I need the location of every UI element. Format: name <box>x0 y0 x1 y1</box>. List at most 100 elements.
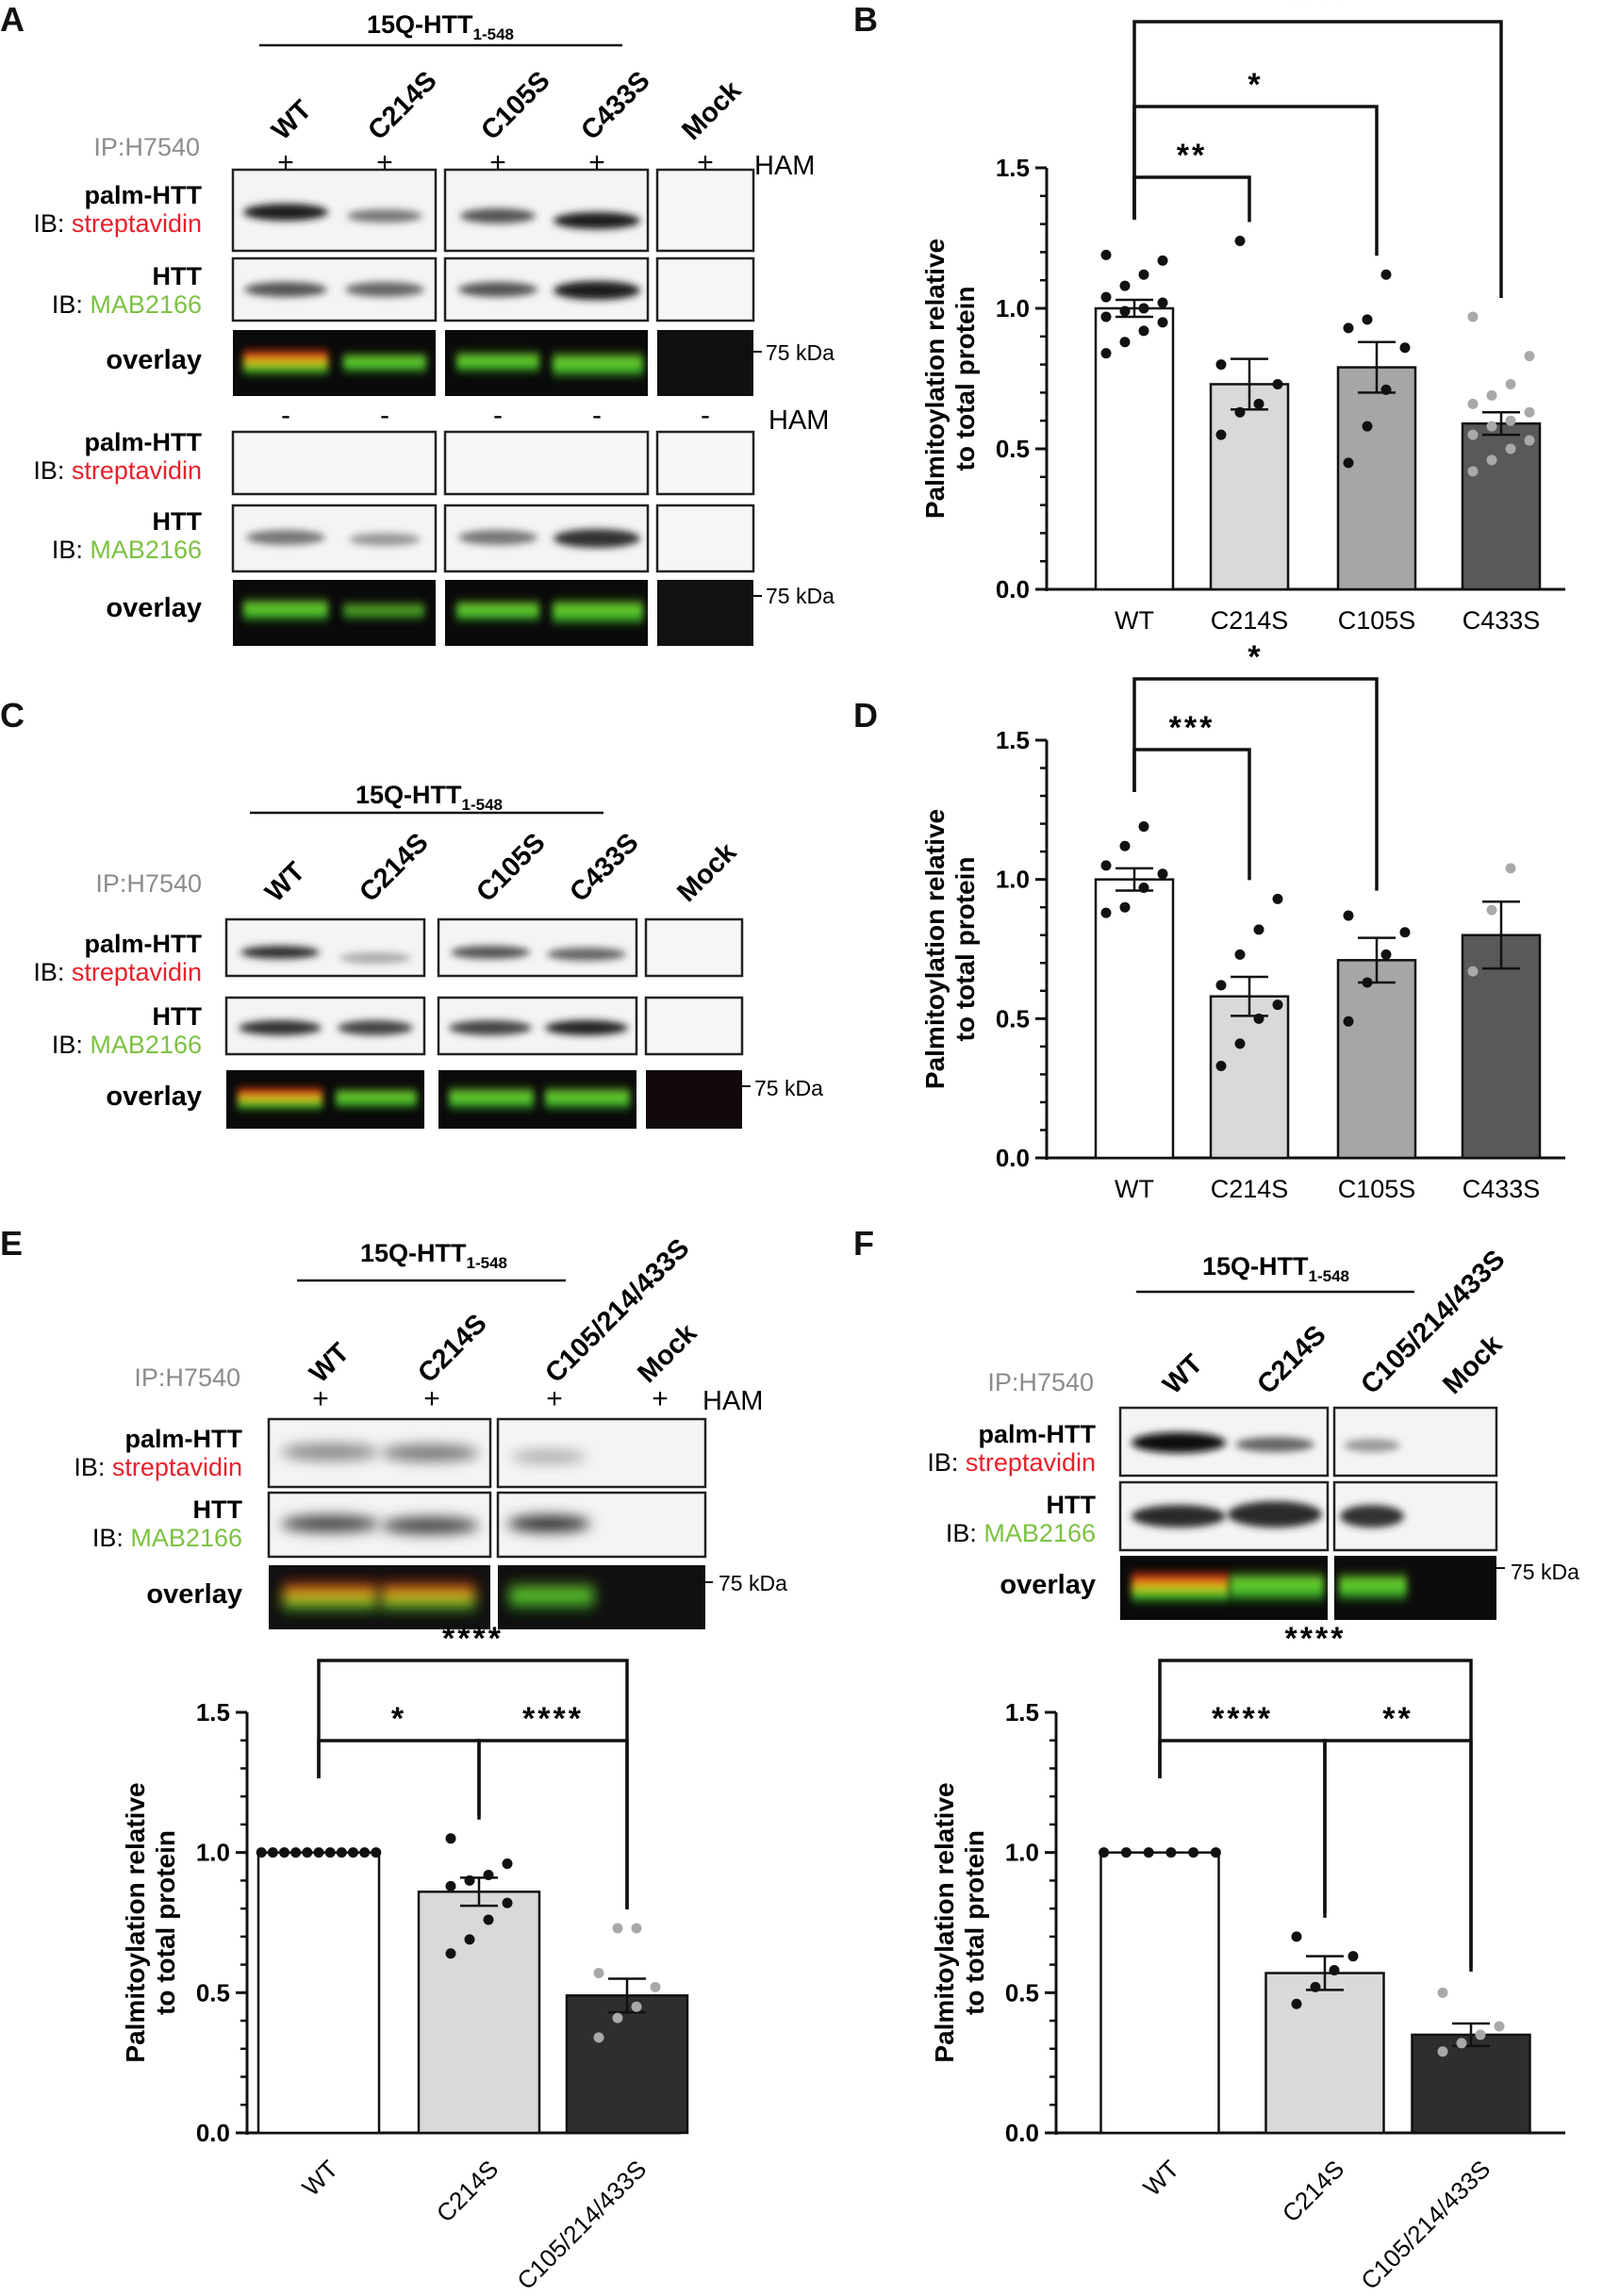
chart-b-point-3-7 <box>1524 406 1535 418</box>
chart-e-sig-label-0: * <box>391 1701 406 1737</box>
chart-e-point-0-7 <box>336 1847 347 1858</box>
chart-e-sig-bracket-1 <box>477 1739 629 1909</box>
chart-b-point-1-5 <box>1234 235 1246 246</box>
chart-e-bar-0 <box>256 1851 381 2135</box>
panel-a-top-strep-label: IB: streptavidin <box>33 209 202 238</box>
chart-b-point-3-4 <box>1467 429 1479 440</box>
chart-f-sig-label-1: ** <box>1382 1701 1413 1737</box>
chart-e-point-0-6 <box>324 1847 336 1858</box>
panel-f-palm-label: palm-HTT <box>979 1420 1097 1448</box>
chart-b-point-0-11 <box>1157 255 1168 266</box>
panel-e-ip: IP:H7540 <box>134 1363 240 1392</box>
panel-e-palm-label: palm-HTT <box>125 1425 243 1453</box>
chart-b-point-3-3 <box>1524 435 1535 446</box>
chart-f-point-1-3 <box>1347 1951 1359 1962</box>
panel-a-ham-minus-3: - <box>592 400 602 431</box>
panel-c-lane-1: C214S <box>354 828 434 908</box>
chart-e-ylabel: Palmitoylation relativeto total protein <box>121 1782 180 2062</box>
chart-e-point-1-1 <box>464 1934 475 1945</box>
chart-f-sig-label-2: **** <box>1285 1621 1347 1657</box>
panel-c-blot <box>224 811 751 1129</box>
chart-b-point-1-4 <box>1215 359 1227 371</box>
chart-b-point-3-9 <box>1486 389 1497 401</box>
panel-f-mab-label: IB: MAB2166 <box>946 1519 1096 1547</box>
panel-a-kda-1: 75 kDa <box>766 340 835 365</box>
panel-c-ip: IP:H7540 <box>95 869 202 898</box>
chart-e-xlabel-2: C105/214/433S <box>511 2155 652 2295</box>
chart-b-point-3-6 <box>1505 415 1516 426</box>
chart-b-xlabel-0: WT <box>1115 606 1154 635</box>
chart-d-point-3-0 <box>1467 966 1479 977</box>
chart-d-point-2-1 <box>1362 977 1373 988</box>
panel-a-ham-plus-4: + <box>697 147 714 178</box>
chart-e: 0.0 0.5 1.0 1.5 Palmitoylation relativeto to… <box>121 1621 689 2295</box>
chart-b-point-0-10 <box>1138 269 1149 280</box>
chart-e-point-2-2 <box>631 2001 642 2012</box>
panel-c-mab-label: IB: MAB2166 <box>52 1031 202 1059</box>
chart-e-point-1-7 <box>502 1858 513 1870</box>
chart-d-bar-2 <box>1336 959 1417 1160</box>
chart-b-sig-bracket-2 <box>1132 20 1503 298</box>
chart-d-ytick-0: 0.0 <box>996 1144 1030 1172</box>
chart-d-point-1-7 <box>1272 893 1283 904</box>
panel-f-overlay-label: overlay <box>1000 1570 1096 1600</box>
panel-e-ham-plus-3: + <box>652 1383 669 1414</box>
panel-e-ham-label: HAM <box>702 1386 763 1416</box>
chart-e-point-0-0 <box>256 1847 267 1858</box>
chart-f-point-0-2 <box>1143 1847 1154 1858</box>
chart-b-point-0-12 <box>1100 249 1112 260</box>
panel-c-palm-label: palm-HTT <box>85 930 203 958</box>
chart-d-point-1-4 <box>1215 980 1227 991</box>
panel-a-ham-minus-4: - <box>701 400 710 431</box>
panel-a-lane-4: Mock <box>676 74 748 146</box>
chart-f-xlabel-0: WT <box>1137 2155 1184 2202</box>
chart-d-point-0-6 <box>1138 821 1149 833</box>
panel-e-htt-label: HTT <box>193 1495 243 1524</box>
chart-b-point-3-10 <box>1505 378 1516 389</box>
chart-b-point-2-1 <box>1362 421 1373 432</box>
chart-d-point-1-1 <box>1234 1038 1246 1049</box>
panel-a-bottom-mab-label: IB: MAB2166 <box>52 536 202 564</box>
chart-b-point-0-5 <box>1119 306 1131 317</box>
chart-e-point-0-8 <box>347 1847 358 1858</box>
chart-d-sig-bracket-0 <box>1132 748 1251 881</box>
chart-f-ytick-1: 0.5 <box>1005 1978 1039 2007</box>
chart-e-point-1-5 <box>464 1875 475 1886</box>
panel-a-bottom-strep-label: IB: streptavidin <box>33 456 202 485</box>
panel-f-htt-label: HTT <box>1047 1491 1097 1519</box>
panel-letter-f: F <box>853 1224 874 1263</box>
panel-a-ham-minus-1: - <box>380 400 389 431</box>
chart-f-point-0-3 <box>1165 1847 1177 1858</box>
chart-b-point-2-2 <box>1380 384 1392 395</box>
panel-a-lane-2: C105S <box>475 66 555 146</box>
chart-d-point-1-2 <box>1253 1013 1264 1024</box>
chart-d-ytick-2: 1.0 <box>996 866 1030 894</box>
chart-b-point-1-1 <box>1234 406 1246 418</box>
panel-c-lane-3: C433S <box>564 828 644 908</box>
chart-e-ytick-2: 1.0 <box>196 1839 230 1867</box>
chart-b-point-3-2 <box>1505 443 1516 454</box>
panel-a-top-mab-label: IB: MAB2166 <box>52 290 202 319</box>
panel-letter-e: E <box>0 1224 24 1263</box>
chart-f-point-1-4 <box>1291 1931 1302 1942</box>
chart-e-point-0-5 <box>313 1847 324 1858</box>
chart-f-point-2-4 <box>1437 1987 1448 1998</box>
chart-d-xlabel-3: C433S <box>1463 1175 1541 1203</box>
chart-d-point-2-3 <box>1399 927 1411 938</box>
chart-f-ytick-0: 0.0 <box>1005 2119 1039 2147</box>
panel-a-top-htt-label: HTT <box>153 262 203 290</box>
chart-d-point-2-2 <box>1380 949 1392 960</box>
chart-f-point-0-1 <box>1120 1847 1132 1858</box>
panel-a-construct: 15Q-HTT1-548 <box>367 10 514 43</box>
chart-e-bar-2 <box>565 1994 689 2135</box>
chart-b-point-3-1 <box>1486 454 1497 466</box>
chart-d-point-1-3 <box>1272 999 1283 1011</box>
chart-b-point-0-6 <box>1138 303 1149 314</box>
chart-b-point-0-3 <box>1157 317 1168 328</box>
panel-e-ham-plus-1: + <box>423 1383 440 1414</box>
chart-e-point-1-2 <box>483 1914 494 1925</box>
panel-a-ham-minus-0: - <box>281 400 290 431</box>
panel-a-bottom-htt-label: HTT <box>153 507 203 536</box>
chart-e-sig-bracket-2 <box>317 1659 629 1909</box>
panel-f-ip: IP:H7540 <box>987 1368 1094 1396</box>
